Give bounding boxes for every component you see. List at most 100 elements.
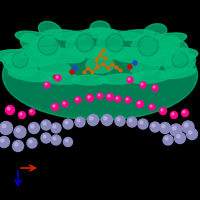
- Circle shape: [53, 125, 56, 128]
- Circle shape: [108, 95, 110, 97]
- Ellipse shape: [20, 34, 40, 50]
- Circle shape: [6, 106, 14, 114]
- Circle shape: [162, 125, 165, 128]
- Circle shape: [62, 101, 68, 107]
- Circle shape: [1, 139, 4, 142]
- Circle shape: [129, 119, 132, 122]
- Ellipse shape: [138, 36, 158, 56]
- Ellipse shape: [142, 48, 198, 66]
- Circle shape: [7, 107, 10, 110]
- Circle shape: [18, 112, 26, 118]
- Ellipse shape: [143, 24, 167, 40]
- Circle shape: [65, 139, 68, 142]
- Ellipse shape: [72, 75, 108, 85]
- Circle shape: [141, 83, 143, 85]
- Circle shape: [2, 124, 6, 128]
- Circle shape: [186, 129, 198, 140]
- Circle shape: [138, 102, 140, 104]
- Circle shape: [150, 105, 152, 107]
- Circle shape: [170, 124, 182, 136]
- Circle shape: [116, 97, 118, 99]
- Circle shape: [102, 114, 112, 126]
- Circle shape: [41, 133, 51, 143]
- Ellipse shape: [97, 33, 123, 55]
- Circle shape: [98, 94, 100, 96]
- Circle shape: [125, 97, 131, 103]
- Circle shape: [127, 77, 133, 83]
- Circle shape: [53, 105, 55, 107]
- Circle shape: [41, 120, 51, 130]
- Ellipse shape: [8, 58, 192, 112]
- Circle shape: [183, 111, 185, 113]
- Circle shape: [117, 118, 120, 121]
- Ellipse shape: [130, 59, 160, 75]
- Circle shape: [127, 117, 137, 127]
- Circle shape: [140, 121, 143, 124]
- Circle shape: [43, 122, 46, 125]
- Ellipse shape: [15, 31, 55, 45]
- Circle shape: [163, 135, 173, 145]
- Circle shape: [150, 122, 160, 132]
- Circle shape: [182, 110, 188, 116]
- Circle shape: [73, 66, 77, 70]
- Circle shape: [86, 95, 94, 102]
- Ellipse shape: [2, 30, 198, 120]
- Ellipse shape: [86, 57, 114, 73]
- Circle shape: [76, 98, 78, 100]
- Circle shape: [184, 123, 188, 127]
- Circle shape: [16, 128, 20, 132]
- Circle shape: [177, 135, 180, 138]
- Circle shape: [77, 119, 80, 122]
- Ellipse shape: [3, 54, 37, 76]
- Circle shape: [160, 122, 170, 134]
- Circle shape: [29, 122, 40, 134]
- Ellipse shape: [66, 34, 94, 56]
- Circle shape: [29, 140, 32, 143]
- Ellipse shape: [38, 21, 62, 39]
- Ellipse shape: [115, 48, 165, 62]
- Circle shape: [65, 121, 68, 124]
- Circle shape: [189, 131, 192, 134]
- Circle shape: [0, 136, 10, 148]
- Circle shape: [56, 76, 58, 78]
- Circle shape: [104, 117, 107, 120]
- Circle shape: [15, 143, 18, 146]
- Circle shape: [152, 124, 155, 127]
- Ellipse shape: [12, 52, 28, 68]
- Circle shape: [165, 137, 168, 140]
- Circle shape: [170, 112, 178, 118]
- Ellipse shape: [160, 67, 196, 79]
- Circle shape: [133, 61, 137, 65]
- Ellipse shape: [160, 36, 180, 52]
- Circle shape: [128, 65, 132, 69]
- Circle shape: [136, 100, 144, 108]
- Ellipse shape: [40, 72, 80, 84]
- Circle shape: [90, 117, 93, 120]
- Ellipse shape: [82, 28, 118, 38]
- Circle shape: [51, 123, 61, 133]
- Ellipse shape: [70, 46, 110, 58]
- Circle shape: [52, 104, 58, 110]
- Circle shape: [63, 119, 73, 129]
- Ellipse shape: [162, 40, 188, 60]
- Ellipse shape: [0, 50, 55, 66]
- Ellipse shape: [143, 33, 187, 47]
- Circle shape: [160, 108, 166, 114]
- Circle shape: [45, 83, 47, 85]
- Ellipse shape: [128, 71, 172, 83]
- Circle shape: [149, 104, 155, 110]
- Circle shape: [88, 96, 90, 98]
- Circle shape: [63, 102, 65, 104]
- Circle shape: [97, 93, 103, 99]
- Circle shape: [51, 135, 61, 145]
- Ellipse shape: [39, 60, 71, 76]
- Ellipse shape: [93, 47, 137, 59]
- Circle shape: [53, 137, 56, 140]
- Ellipse shape: [35, 47, 85, 63]
- Circle shape: [106, 94, 114, 100]
- Circle shape: [0, 121, 12, 134]
- Circle shape: [161, 109, 163, 111]
- Ellipse shape: [43, 30, 87, 40]
- Ellipse shape: [172, 52, 188, 68]
- Circle shape: [152, 85, 158, 91]
